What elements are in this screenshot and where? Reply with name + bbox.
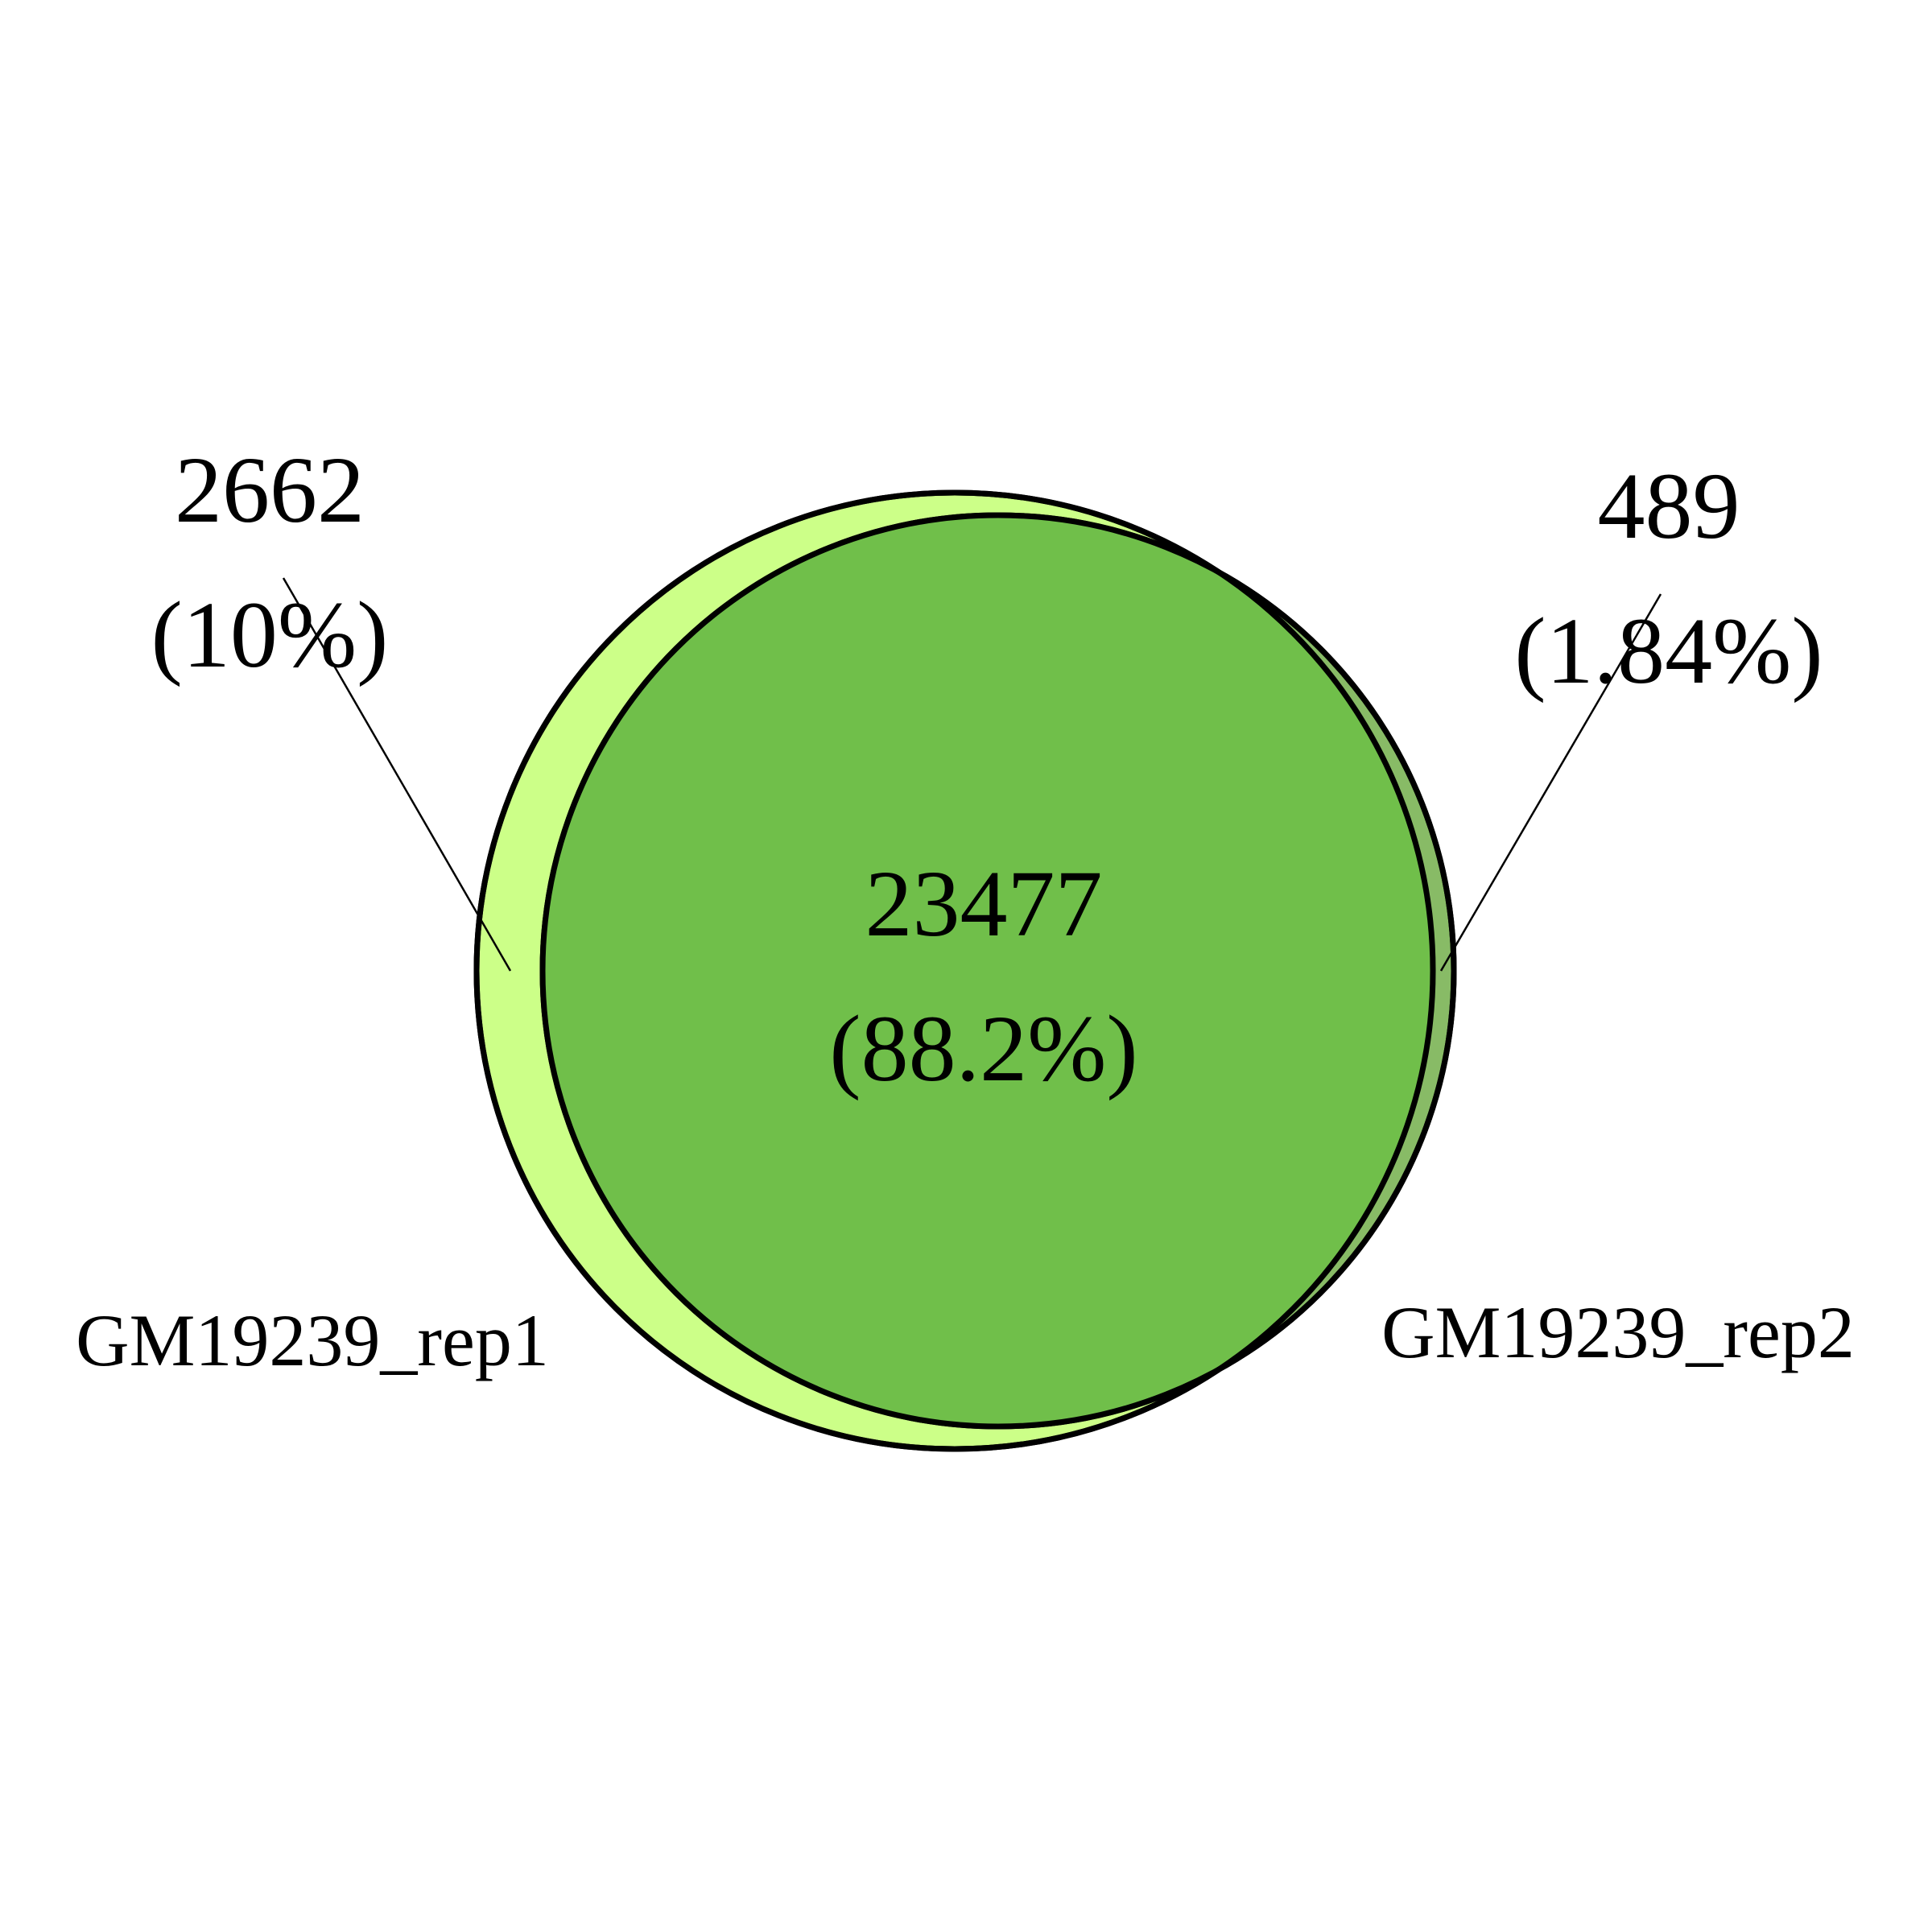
leader-line-rep2: [1439, 593, 1662, 972]
set-label-rep1: GM19239_rep1: [76, 1299, 549, 1381]
set-outline-rep1: [473, 489, 1436, 1452]
rep2-only-count: 489: [1598, 453, 1740, 559]
rep1-only-count: 2662: [175, 437, 365, 543]
intersection-count: 23477: [865, 851, 1103, 956]
set-outline-rep2: [539, 512, 1457, 1430]
intersection-percent: (88.2%): [829, 996, 1137, 1101]
intersection-region: [543, 515, 1433, 1426]
rep1-only-percent: (10%): [151, 582, 389, 687]
set-label-rep2: GM19239_rep2: [1381, 1291, 1855, 1373]
leader-line-rep1: [282, 577, 512, 972]
rep2-only-percent: (1.84%): [1514, 598, 1823, 704]
